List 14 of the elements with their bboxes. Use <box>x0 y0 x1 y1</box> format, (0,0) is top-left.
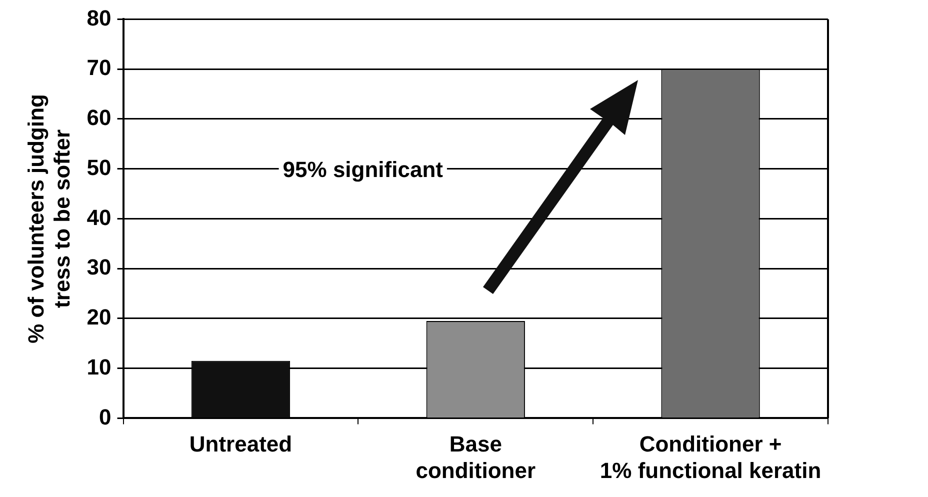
annotation: 95% significant <box>282 156 444 182</box>
y-tick-label: 20 <box>86 304 112 330</box>
x-tick-label: Base conditioner <box>416 431 536 483</box>
y-tick-label: 40 <box>86 204 112 230</box>
y-tick-label: 70 <box>86 55 112 80</box>
y-tick-label: 0 <box>99 404 112 430</box>
y-axis-title: % of volunteers judging tress to be softer <box>23 94 75 344</box>
y-tick-label: 50 <box>86 154 112 180</box>
x-tick-label: Conditioner + 1% functional keratin <box>600 431 822 483</box>
y-tick-label: 10 <box>86 354 112 380</box>
y-tick-label: 80 <box>86 5 112 30</box>
x-tick-label: Untreated <box>189 431 292 456</box>
y-tick-label: 60 <box>86 105 112 130</box>
y-tick-label: 30 <box>86 254 112 280</box>
